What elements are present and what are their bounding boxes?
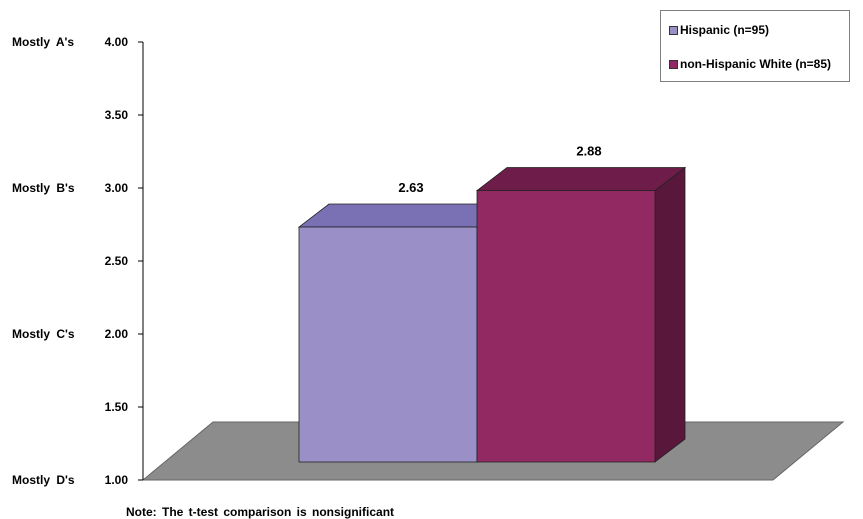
legend-item-non-hispanic-white: non-Hispanic White (n=85) [669,57,831,71]
bar-data-label: 2.88 [576,144,601,159]
y-tick-label: 2.50 [105,254,129,268]
y-tick-label: 3.00 [105,181,129,195]
bar-top [475,167,687,191]
bar-front [298,226,478,463]
bar-front [476,190,656,463]
y-tick-label: 4.00 [105,35,129,49]
legend-swatch-hispanic [669,25,678,35]
grade-label: Mostly C's [12,327,75,341]
legend-swatch-non-hispanic-white [669,59,678,69]
bar-side [654,166,686,463]
chart-note: Note: The t-test comparison is nonsignif… [126,505,395,519]
y-tick-label: 1.00 [105,473,129,487]
y-tick-label: 2.00 [105,327,129,341]
bar-top [297,203,509,228]
bar-non-hispanic-white [475,166,687,463]
legend-label-non-hispanic-white: non-Hispanic White (n=85) [680,57,832,71]
chart-legend: Hispanic (n=95) non-Hispanic White (n=85… [660,10,850,82]
grade-label: Mostly B's [12,181,75,195]
y-tick-label: 1.50 [105,400,129,414]
legend-item-hispanic: Hispanic (n=95) [669,23,769,37]
bar-data-label: 2.63 [398,180,423,195]
grade-label: Mostly D's [12,473,75,487]
bar-hispanic [297,203,509,463]
y-tick-label: 3.50 [105,108,129,122]
legend-label-hispanic: Hispanic (n=95) [680,23,770,37]
grade-label: Mostly A's [12,35,74,49]
